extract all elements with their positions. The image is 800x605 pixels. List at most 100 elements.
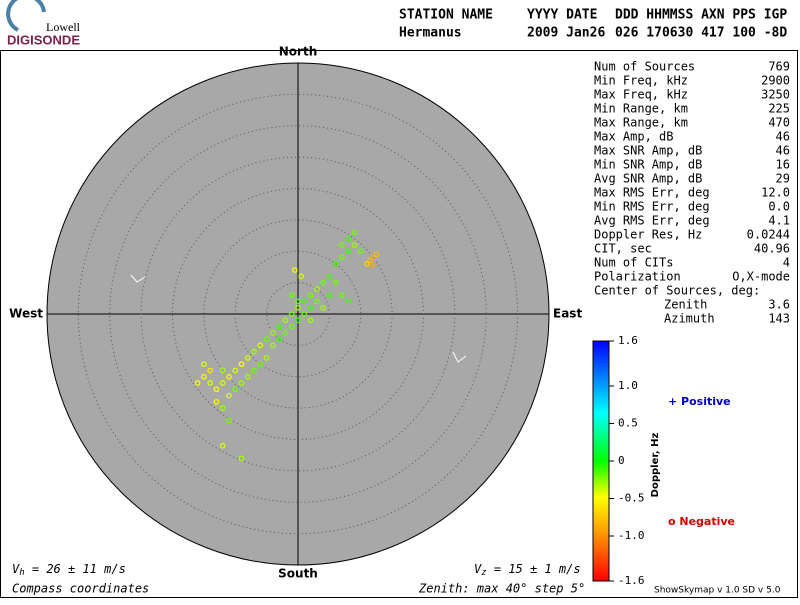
legend-positive: + Positive bbox=[668, 395, 731, 408]
stat-value: 2900 bbox=[761, 74, 790, 88]
source bbox=[263, 336, 270, 342]
marker bbox=[452, 351, 467, 363]
colorbar-tick-label: -1.0 bbox=[618, 529, 645, 542]
stat-label: Doppler Res, Hz bbox=[594, 228, 702, 242]
source bbox=[307, 292, 314, 299]
coords: Compass coordinates bbox=[12, 582, 149, 596]
stat-label: Max Range, km bbox=[594, 116, 688, 130]
stat-value: 0.0 bbox=[768, 200, 790, 214]
source bbox=[313, 286, 320, 292]
colorbar-tick-label: -0.5 bbox=[618, 492, 645, 505]
source bbox=[232, 386, 239, 393]
source bbox=[339, 242, 345, 248]
source bbox=[288, 323, 295, 330]
stat-label: Avg RMS Err, deg bbox=[594, 214, 710, 228]
stat-label: Max RMS Err, deg bbox=[594, 186, 710, 200]
source bbox=[345, 248, 352, 255]
stat-value: O,X-mode bbox=[732, 270, 790, 284]
compass-label: West bbox=[9, 307, 43, 321]
colorbar-tick-label: 1.0 bbox=[618, 379, 638, 392]
logo-bottom: DIGISONDE bbox=[7, 32, 80, 47]
source bbox=[238, 361, 245, 368]
source bbox=[238, 455, 245, 462]
version: ShowSkymap v 1.0 SD v 5.0 bbox=[654, 586, 781, 596]
source bbox=[367, 257, 374, 264]
source bbox=[251, 367, 257, 374]
source bbox=[351, 242, 358, 248]
stat-value: 46 bbox=[776, 144, 790, 158]
source bbox=[244, 355, 251, 361]
stat-value: 3250 bbox=[761, 88, 790, 102]
source bbox=[257, 361, 264, 368]
source bbox=[339, 292, 345, 299]
stat-label: Min Freq, kHz bbox=[594, 74, 688, 88]
source bbox=[270, 329, 276, 336]
stat-value: 16 bbox=[776, 158, 790, 172]
stat-value: 769 bbox=[768, 60, 790, 74]
center-label: Zenith bbox=[664, 298, 707, 312]
vz-sub: z bbox=[481, 568, 486, 578]
center-title: Center of Sources, deg: bbox=[594, 284, 760, 298]
source bbox=[219, 367, 226, 374]
source bbox=[326, 292, 333, 299]
source bbox=[213, 398, 220, 405]
source bbox=[257, 342, 264, 349]
source bbox=[207, 380, 213, 386]
source bbox=[292, 267, 298, 273]
source bbox=[263, 355, 270, 361]
stat-value: 29 bbox=[776, 172, 790, 186]
zenith-ring bbox=[203, 219, 393, 409]
stat-label: Polarization bbox=[594, 270, 681, 284]
stat-value: 46 bbox=[776, 130, 790, 144]
vh: Vh = 26 ± 11 m/s bbox=[12, 562, 126, 578]
zenith-ring bbox=[77, 93, 519, 535]
colorbar bbox=[592, 340, 610, 582]
source bbox=[276, 336, 283, 342]
center-value: 3.6 bbox=[768, 298, 790, 312]
source bbox=[207, 367, 213, 374]
stat-value: 40.96 bbox=[754, 242, 790, 256]
source bbox=[213, 386, 220, 393]
compass-label: East bbox=[553, 307, 582, 321]
colorbar-title: Doppler, Hz bbox=[650, 433, 661, 498]
source bbox=[226, 417, 232, 424]
stat-value: 0.0244 bbox=[747, 228, 790, 242]
zenith-ring bbox=[266, 282, 330, 346]
source bbox=[251, 348, 257, 355]
center-value: 143 bbox=[768, 312, 790, 326]
stat-label: Max Amp, dB bbox=[594, 130, 673, 144]
frame bbox=[0, 50, 798, 598]
source bbox=[370, 254, 377, 261]
colorbar-tick-label: 1.6 bbox=[618, 334, 638, 347]
source bbox=[373, 251, 380, 258]
source bbox=[282, 317, 289, 324]
source bbox=[226, 392, 232, 399]
source bbox=[288, 311, 295, 317]
header-value: Hermanus bbox=[399, 26, 462, 41]
source bbox=[364, 260, 370, 267]
source bbox=[301, 298, 308, 305]
source bbox=[194, 380, 201, 386]
source bbox=[276, 323, 283, 330]
vz-text: = 15 ± 1 m/s bbox=[487, 562, 581, 576]
source bbox=[270, 342, 276, 349]
stat-label: Num of Sources bbox=[594, 60, 695, 74]
source bbox=[295, 298, 301, 305]
source bbox=[369, 262, 375, 268]
source bbox=[332, 279, 339, 286]
stat-value: 225 bbox=[768, 102, 790, 116]
zenith-ring bbox=[140, 156, 456, 472]
stat-value: 4 bbox=[783, 256, 790, 270]
vh-sub: h bbox=[19, 568, 24, 578]
stat-label: Min Range, km bbox=[594, 102, 688, 116]
zenith-ring bbox=[172, 188, 424, 440]
vh-symbol: V bbox=[12, 562, 20, 576]
stat-label: Max SNR Amp, dB bbox=[594, 144, 702, 158]
source bbox=[313, 298, 320, 305]
header-label: STATION NAME bbox=[399, 8, 493, 23]
stat-label: Min RMS Err, deg bbox=[594, 200, 710, 214]
zenith-info: Zenith: max 40° step 5° bbox=[418, 582, 585, 596]
source bbox=[307, 317, 314, 324]
stat-label: Min SNR Amp, dB bbox=[594, 158, 702, 172]
header-value: 026 170630 417 100 -8D bbox=[615, 26, 787, 41]
